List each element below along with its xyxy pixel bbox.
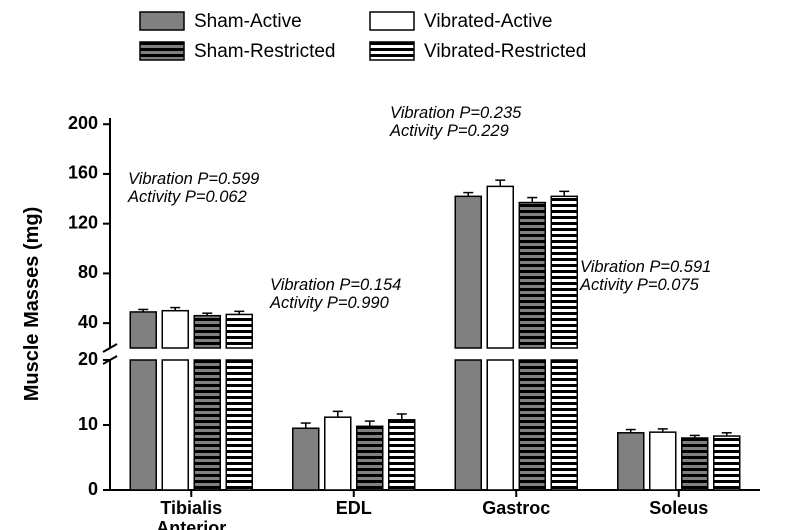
legend-label: Vibrated-Active <box>424 11 553 32</box>
bar <box>618 433 644 490</box>
y-tick-label: 20 <box>78 349 98 369</box>
bar <box>487 360 513 490</box>
p-value-annotation: Vibration P=0.235 <box>390 104 522 122</box>
legend-label: Sham-Active <box>194 11 302 32</box>
bar <box>455 360 481 490</box>
bar-pattern <box>389 420 415 490</box>
bar <box>293 428 319 490</box>
x-tick-label: EDL <box>336 498 372 518</box>
bar-pattern <box>519 203 545 348</box>
legend-label: Vibrated-Restricted <box>424 41 586 62</box>
bar-pattern <box>714 436 740 490</box>
bar-pattern <box>551 196 577 348</box>
bar-pattern <box>226 314 252 348</box>
p-value-annotation: Vibration P=0.599 <box>128 170 259 188</box>
muscle-mass-chart: 0 10 20 40 80 120 160 200 Muscle Masses (mg) Tibi… <box>0 0 800 530</box>
bar <box>162 360 188 490</box>
bar <box>487 186 513 348</box>
p-value-annotation: Vibration P=0.591 <box>580 258 711 276</box>
y-axis-label: Muscle Masses (mg) <box>21 207 43 402</box>
p-value-annotation: Activity P=0.075 <box>579 276 700 294</box>
legend-swatch-pattern <box>370 42 414 60</box>
legend-label: Sham-Restricted <box>194 41 336 62</box>
x-tick-label: Soleus <box>649 498 708 518</box>
x-tick-label: Tibialis <box>160 498 222 518</box>
bar-pattern <box>226 360 252 490</box>
y-tick-label: 80 <box>78 262 98 282</box>
bar <box>325 417 351 490</box>
p-value-annotation: Activity P=0.990 <box>269 294 390 312</box>
bar <box>130 360 156 490</box>
bar-pattern <box>519 360 545 490</box>
y-tick-label: 0 <box>88 479 98 499</box>
bar-pattern <box>194 316 220 348</box>
p-value-annotation: Activity P=0.229 <box>389 122 509 140</box>
y-tick-label: 40 <box>78 312 98 332</box>
bar-pattern <box>357 426 383 490</box>
x-tick-label: Anterior <box>156 518 226 530</box>
bar <box>162 311 188 348</box>
bar-pattern <box>551 360 577 490</box>
legend-swatch-pattern <box>140 42 184 60</box>
bar <box>455 196 481 348</box>
y-tick-label: 200 <box>68 113 98 133</box>
y-tick-label: 160 <box>68 163 98 183</box>
y-tick-label: 10 <box>78 414 98 434</box>
bar-pattern <box>194 360 220 490</box>
x-tick-label: Gastroc <box>482 498 550 518</box>
p-value-annotation: Vibration P=0.154 <box>270 276 401 294</box>
legend-swatch <box>140 12 184 30</box>
legend-swatch <box>370 12 414 30</box>
bar-pattern <box>682 438 708 490</box>
bar <box>130 312 156 348</box>
bar <box>650 432 676 490</box>
y-tick-label: 120 <box>68 212 98 232</box>
p-value-annotation: Activity P=0.062 <box>127 188 247 206</box>
